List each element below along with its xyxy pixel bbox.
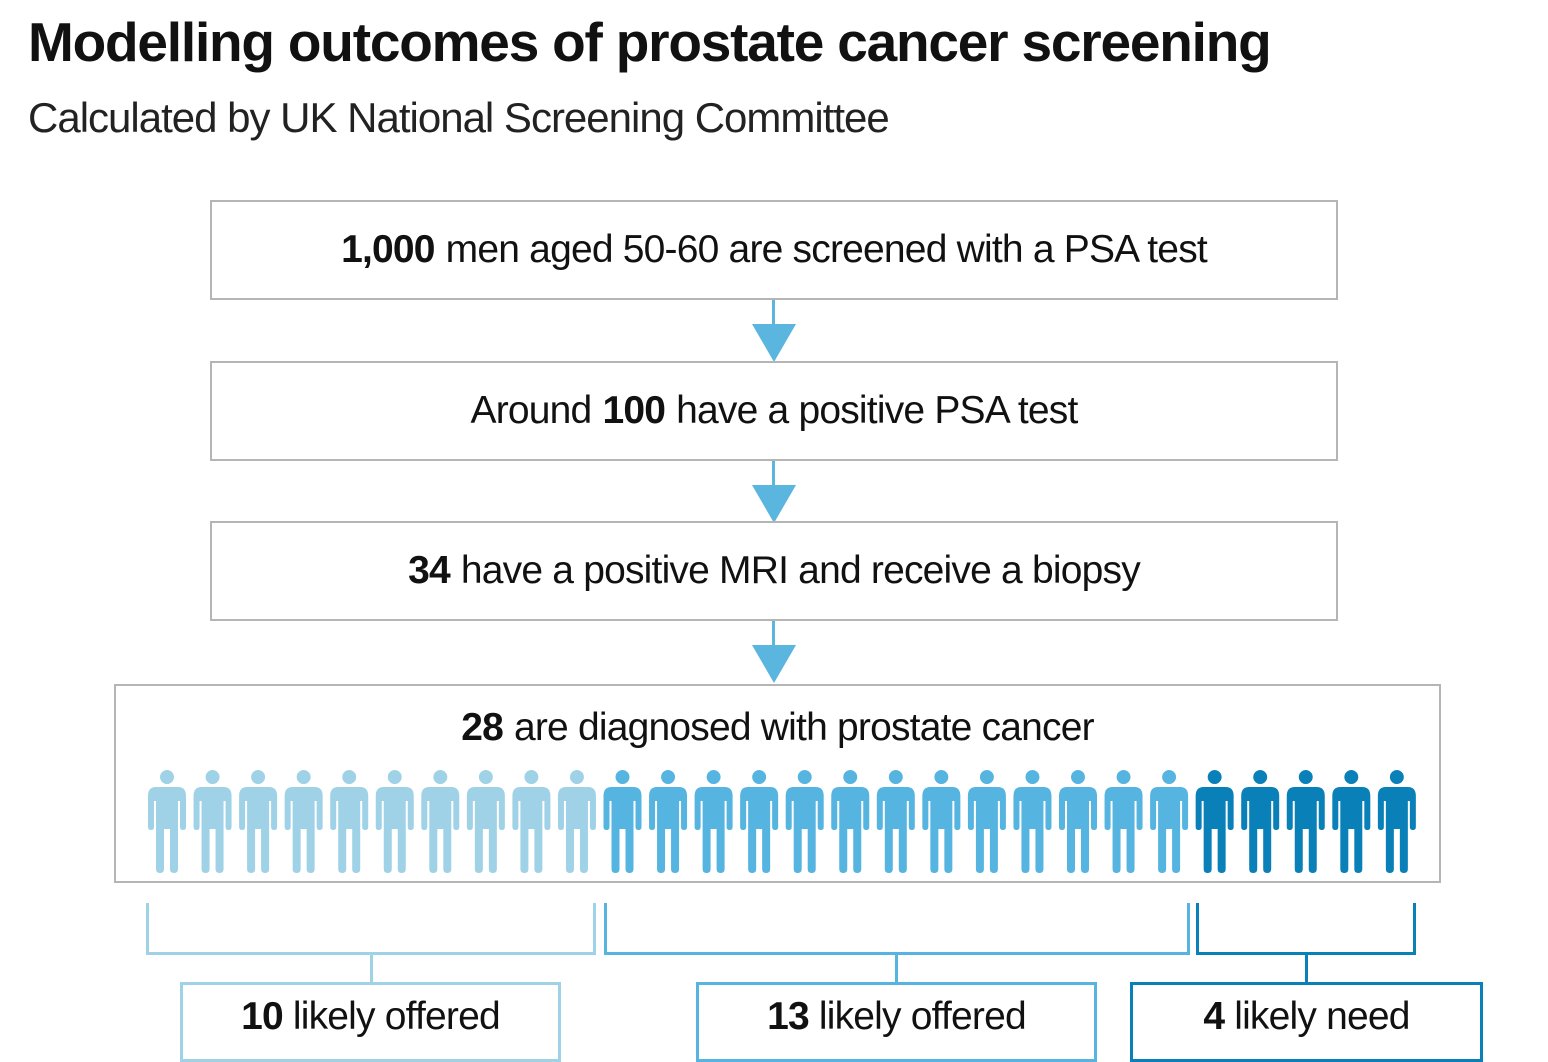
arrow-line bbox=[772, 300, 775, 326]
bracket-group-3 bbox=[1196, 903, 1416, 955]
person-icon bbox=[284, 770, 323, 873]
step-text: have a positive PSA test bbox=[676, 389, 1078, 432]
person-icon bbox=[649, 770, 688, 873]
outcome-box-3: 4 likely need bbox=[1130, 982, 1483, 1062]
step-number: 100 bbox=[602, 389, 666, 432]
step-text: have a positive MRI and receive a biopsy bbox=[460, 549, 1141, 592]
person-icon bbox=[512, 770, 551, 873]
outcome-text: likely offered bbox=[292, 995, 501, 1038]
person-icon bbox=[1286, 770, 1325, 873]
bracket-group-2 bbox=[604, 903, 1190, 955]
step-number: 1,000 bbox=[341, 228, 435, 271]
person-icon bbox=[557, 770, 596, 873]
person-icon bbox=[1195, 770, 1234, 873]
diagnosis-number: 28 bbox=[461, 706, 504, 749]
person-icon bbox=[1013, 770, 1052, 873]
outcome-number: 10 bbox=[241, 995, 284, 1038]
person-icon bbox=[1150, 770, 1189, 873]
outcome-box-2: 13 likely offered bbox=[696, 982, 1097, 1062]
step-number: 34 bbox=[408, 549, 451, 592]
person-icon bbox=[1241, 770, 1280, 873]
arrow-line bbox=[772, 621, 775, 647]
step-prefix: Around bbox=[470, 389, 592, 432]
step-screened: 1,000 men aged 50-60 are screened with a… bbox=[210, 200, 1338, 300]
outcome-text: likely need bbox=[1234, 995, 1410, 1038]
arrow-down-icon bbox=[752, 485, 796, 523]
outcome-number: 13 bbox=[767, 995, 810, 1038]
person-icon bbox=[740, 770, 779, 873]
person-icon bbox=[466, 770, 505, 873]
person-icon bbox=[148, 770, 186, 873]
bracket-group-1 bbox=[146, 903, 596, 955]
person-icon bbox=[876, 770, 915, 873]
diagnosis-text: 28 are diagnosed with prostate cancer bbox=[116, 706, 1439, 750]
person-figures bbox=[148, 770, 1416, 873]
person-icon bbox=[967, 770, 1006, 873]
person-icon bbox=[421, 770, 460, 873]
person-icon bbox=[1059, 770, 1097, 873]
person-icon bbox=[330, 770, 369, 873]
person-icon bbox=[603, 770, 642, 873]
person-icon bbox=[831, 770, 870, 873]
page-title: Modelling outcomes of prostate cancer sc… bbox=[28, 11, 1272, 73]
person-icon bbox=[1332, 770, 1371, 873]
person-icon bbox=[922, 770, 961, 873]
diagnosis-label: are diagnosed with prostate cancer bbox=[513, 706, 1095, 749]
person-icon bbox=[785, 770, 824, 873]
arrow-down-icon bbox=[752, 645, 796, 683]
step-text: men aged 50-60 are screened with a PSA t… bbox=[445, 228, 1208, 271]
person-icon bbox=[375, 770, 414, 873]
person-icon bbox=[1377, 770, 1416, 873]
step-positive-psa: Around 100 have a positive PSA test bbox=[210, 361, 1338, 461]
outcome-box-1: 10 likely offered bbox=[180, 982, 561, 1062]
outcome-text: likely offered bbox=[818, 995, 1027, 1038]
arrow-line bbox=[772, 461, 775, 487]
person-icon bbox=[193, 770, 232, 873]
bracket-stem bbox=[895, 953, 898, 983]
bracket-stem bbox=[370, 953, 373, 983]
arrow-down-icon bbox=[752, 324, 796, 362]
bracket-stem bbox=[1305, 953, 1308, 983]
outcome-number: 4 bbox=[1203, 995, 1225, 1038]
person-icon bbox=[694, 770, 733, 873]
person-icon bbox=[1104, 770, 1143, 873]
page-subtitle: Calculated by UK National Screening Comm… bbox=[28, 94, 890, 141]
step-biopsy: 34 have a positive MRI and receive a bio… bbox=[210, 521, 1338, 621]
diagnosis-box: 28 are diagnosed with prostate cancer bbox=[114, 684, 1441, 883]
person-icon bbox=[239, 770, 278, 873]
